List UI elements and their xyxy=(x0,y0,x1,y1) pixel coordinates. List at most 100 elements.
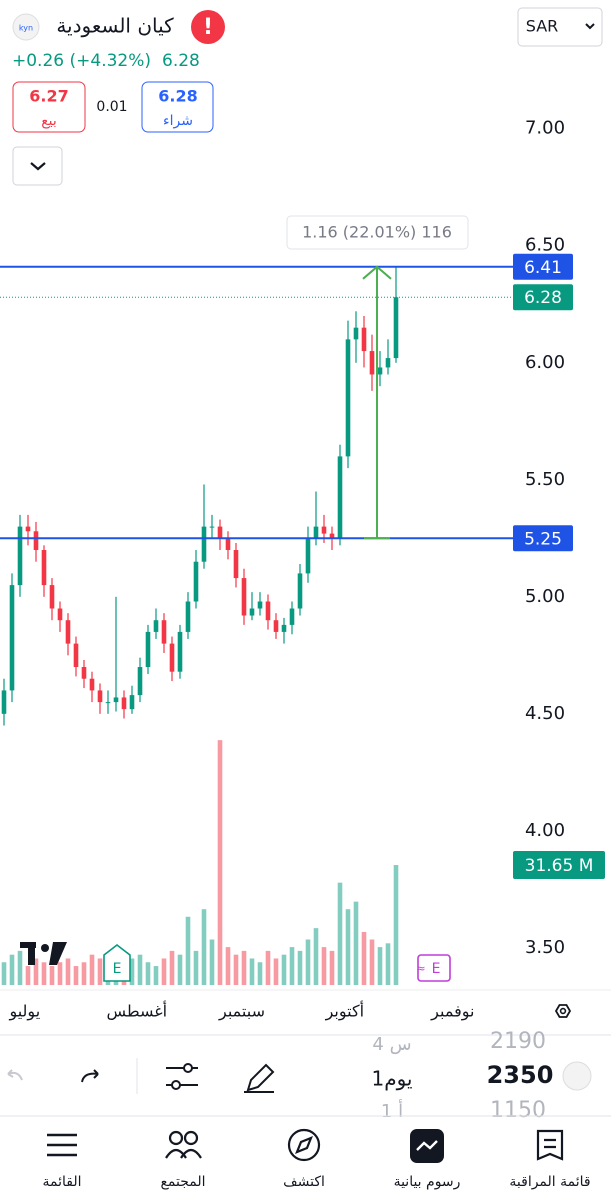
candle-body xyxy=(345,339,351,457)
candle-body xyxy=(1,690,7,714)
nav-label[interactable]: اكتشف xyxy=(283,1174,325,1190)
candle-body xyxy=(73,643,79,668)
picker-value[interactable]: 1150 xyxy=(490,1098,546,1123)
volume-bar xyxy=(185,916,191,985)
candle-body xyxy=(145,631,151,668)
sell-button[interactable] xyxy=(12,81,86,133)
y-tick-label: 6.00 xyxy=(525,352,565,373)
y-tick-label: 5.50 xyxy=(525,469,565,490)
community-icon[interactable] xyxy=(165,1130,202,1159)
volume-bar xyxy=(137,954,143,985)
menu-icon[interactable] xyxy=(47,1133,77,1157)
volume-bar xyxy=(217,740,223,985)
measure-label: 1.16 (22.01%) 116 xyxy=(302,223,452,242)
volume-bar xyxy=(353,901,359,985)
nav-label[interactable]: رسوم بيانية xyxy=(394,1174,461,1190)
earnings-marker-upcoming[interactable]: E ≈ xyxy=(416,954,451,982)
volume-bar xyxy=(281,954,287,985)
volume-bar xyxy=(81,962,87,985)
candle-body xyxy=(361,327,367,352)
sell-price: 6.27 xyxy=(29,87,68,106)
volume-bar xyxy=(89,954,95,985)
picker-value[interactable]: 2190 xyxy=(490,1029,546,1054)
draw-icon[interactable] xyxy=(244,1063,275,1093)
watchlist-icon[interactable] xyxy=(536,1129,564,1161)
earnings-marker[interactable]: E xyxy=(103,943,131,982)
volume-bar xyxy=(49,966,55,985)
volume-bar xyxy=(73,966,79,985)
price-line-tag xyxy=(513,525,573,552)
indicators-icon[interactable] xyxy=(166,1063,198,1090)
candle-body xyxy=(369,351,375,375)
candle-body xyxy=(57,608,63,621)
candle-body xyxy=(337,456,343,539)
candle-body xyxy=(169,643,175,672)
candle-body xyxy=(377,367,383,375)
redo-icon[interactable] xyxy=(81,1069,99,1083)
buy-button[interactable] xyxy=(141,81,214,133)
candle-body xyxy=(121,697,127,710)
volume-bar xyxy=(161,958,167,985)
buy-price: 6.28 xyxy=(158,87,197,106)
nav-label[interactable]: المجتمع xyxy=(160,1174,205,1190)
volume-bar xyxy=(369,939,375,985)
settings-icon[interactable] xyxy=(554,1004,572,1018)
y-tick-label: 3.50 xyxy=(525,937,565,958)
candle-body xyxy=(9,585,15,691)
y-tick-label: 4.50 xyxy=(525,703,565,724)
candle-body xyxy=(265,601,271,621)
logo xyxy=(12,13,40,41)
volume-bar xyxy=(65,958,71,985)
volume-bar xyxy=(41,962,47,985)
candle-body xyxy=(153,620,159,632)
candle-body xyxy=(249,608,255,616)
volume-bar xyxy=(377,947,383,985)
candle-body xyxy=(281,624,287,632)
candle-body xyxy=(177,631,183,672)
volume-bar xyxy=(313,928,319,985)
sell-label: بيع xyxy=(41,113,57,129)
undo-icon[interactable] xyxy=(7,1069,23,1081)
volume-bar xyxy=(25,966,31,985)
candle-body xyxy=(81,667,87,679)
volume-bar xyxy=(273,958,279,985)
expand-button[interactable] xyxy=(12,146,63,186)
volume-bar xyxy=(265,950,271,985)
currency-select[interactable] xyxy=(517,7,603,47)
candle-body xyxy=(329,533,335,539)
volume-bar xyxy=(249,958,255,985)
candle-body xyxy=(217,526,223,539)
candle-body xyxy=(353,327,359,340)
logo xyxy=(562,1061,592,1091)
x-tick-label: أكتوبر xyxy=(325,1001,364,1022)
nav-label[interactable]: القائمة xyxy=(43,1174,82,1190)
picker-unit[interactable]: 1 أ xyxy=(381,1099,403,1122)
picker-value[interactable]: 2350 xyxy=(487,1061,554,1089)
candle-body xyxy=(113,697,119,703)
x-tick-label: نوفمبر xyxy=(430,1002,474,1022)
volume-bar xyxy=(393,865,399,985)
volume-bar xyxy=(193,950,199,985)
picker-unit[interactable]: 4 س xyxy=(372,1034,411,1055)
picker-unit[interactable]: 1يوم xyxy=(371,1067,412,1091)
candle-body xyxy=(129,695,135,710)
volume-bar xyxy=(361,931,367,985)
candle-body xyxy=(25,526,31,532)
price-change: +0.26 (+4.32%) xyxy=(12,51,151,71)
alert-mark: ! xyxy=(203,15,213,40)
candle-body xyxy=(49,585,55,609)
candle-body xyxy=(273,620,279,632)
volume-bar xyxy=(345,909,351,985)
measure-arrowhead xyxy=(362,265,392,280)
candle-body xyxy=(33,531,39,550)
alert-icon[interactable] xyxy=(191,10,225,44)
explore-icon[interactable] xyxy=(287,1128,321,1162)
spread: 0.01 xyxy=(96,99,127,115)
price-line-tag-label: 6.41 xyxy=(524,258,562,278)
volume-bar xyxy=(289,947,295,985)
symbol-title[interactable]: كيان السعودية xyxy=(56,14,174,38)
candle-body xyxy=(105,702,111,704)
nav-label[interactable]: قائمة المراقبة xyxy=(509,1174,590,1190)
